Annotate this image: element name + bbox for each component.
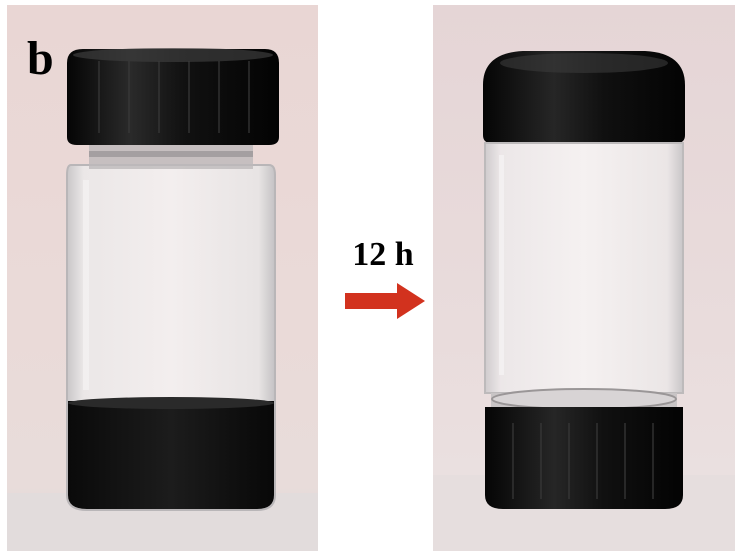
vial-bottom-up [483, 51, 685, 143]
duration-label: 12 h [352, 236, 414, 273]
panel-letter: b [27, 32, 54, 85]
vial-upright-illustration [7, 48, 318, 551]
vial-inverted-illustration [433, 51, 735, 551]
right-arrow-icon [345, 283, 425, 319]
photo-after [433, 5, 735, 551]
vial-cap [67, 49, 279, 145]
dark-dispersion [68, 401, 274, 509]
photo-before: b [7, 5, 318, 551]
vial-cap [485, 407, 683, 509]
